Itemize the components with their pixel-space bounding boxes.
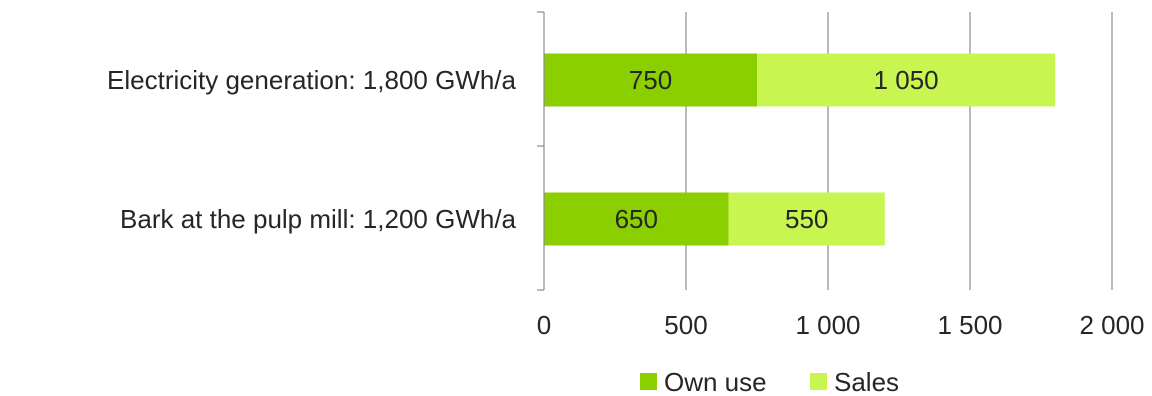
- bar-own-use-1: [544, 192, 729, 246]
- data-label: 650: [615, 204, 658, 234]
- legend: Own use Sales: [640, 367, 899, 396]
- labels: 750 1 050 Electricity generation: 1,800 GW…: [107, 65, 1145, 340]
- x-tick-label: 1 000: [795, 310, 860, 340]
- x-tick-label: 2 000: [1079, 310, 1144, 340]
- bar-sales-0: [757, 53, 1056, 107]
- x-tick-label: 500: [664, 310, 707, 340]
- legend-swatch-0: [640, 373, 657, 390]
- x-tick-label: 1 500: [937, 310, 1002, 340]
- legend-label-0: Own use: [664, 367, 767, 396]
- legend-label-1: Sales: [834, 367, 899, 396]
- legend-swatch-1: [810, 373, 827, 390]
- x-tick-label: 0: [537, 310, 551, 340]
- data-label: 750: [629, 65, 672, 95]
- bars: [544, 53, 1056, 246]
- data-label: 550: [785, 204, 828, 234]
- category-label-0: Electricity generation: 1,800 GWh/a: [107, 65, 517, 95]
- data-label: 1 050: [874, 65, 939, 95]
- bar-sales-1: [728, 192, 885, 246]
- axes: [537, 11, 545, 291]
- category-label-1: Bark at the pulp mill: 1,200 GWh/a: [120, 204, 517, 234]
- bar-own-use-0: [544, 53, 757, 107]
